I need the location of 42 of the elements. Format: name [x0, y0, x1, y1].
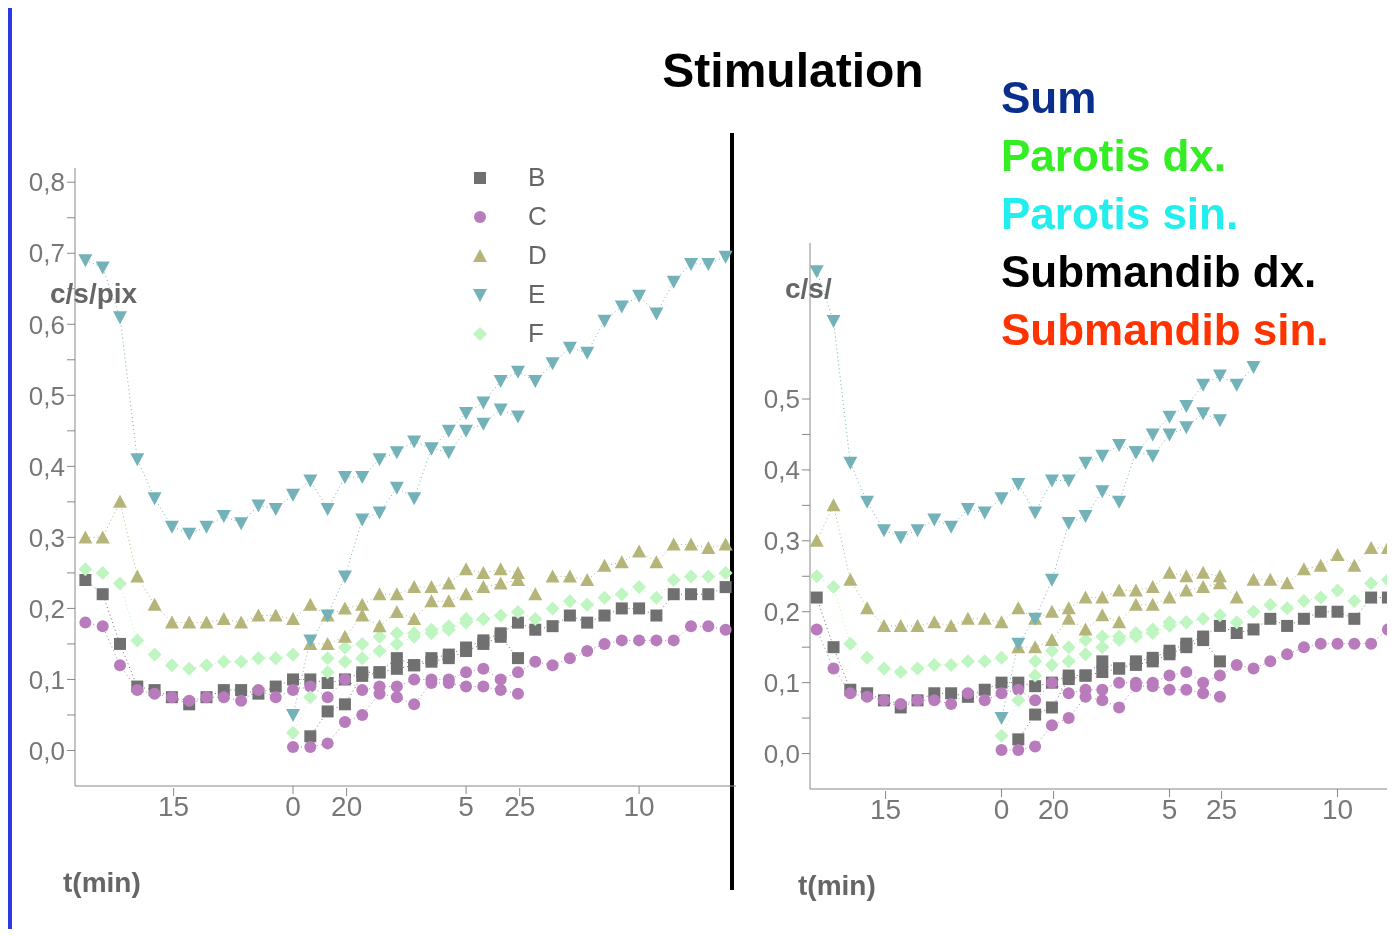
x-axis-title: t(min) [63, 867, 141, 899]
y-tick-label: 0,3 [28, 522, 65, 553]
y-tick-label: 0,0 [763, 738, 800, 769]
annotation: Submandib sin. [1001, 305, 1329, 355]
text: Sum [1001, 73, 1097, 123]
y-tick-label: 0,3 [763, 526, 800, 557]
x-tick-label: 0 [993, 793, 1010, 825]
x-tick-label: 0 [285, 790, 301, 822]
x2-tick-label: 25 [1206, 793, 1238, 825]
x2-tick-label: 25 [504, 790, 536, 822]
x2-tick-label: 15 [870, 793, 902, 825]
y-tick-label: 0,2 [28, 593, 65, 624]
text: Parotis sin. [1001, 189, 1239, 239]
x-tick-label: 5 [1161, 793, 1178, 825]
y-tick-label: 0,7 [28, 238, 65, 269]
text: Parotis dx. [1001, 131, 1226, 181]
y-tick-label: 0,5 [28, 380, 65, 411]
legend-label: B [528, 162, 546, 193]
x2-tick-label: 20 [331, 790, 363, 822]
x-tick-label: 5 [458, 790, 474, 822]
y-tick-label: 0,8 [28, 167, 65, 198]
y-tick-label: 0,4 [763, 455, 800, 486]
legend-label: D [528, 240, 547, 271]
x-tick-label: 10 [1321, 793, 1354, 825]
x-axis-title: t(min) [798, 870, 876, 902]
y-tick-label: 0,1 [763, 667, 800, 698]
y-axis-title: c/s/pix [50, 278, 138, 310]
x-tick-label: 10 [623, 790, 655, 822]
x2-tick-label: 15 [158, 790, 190, 822]
annotation: Submandib dx. [1001, 247, 1317, 297]
legend-label: C [528, 201, 547, 232]
x2-tick-label: 20 [1038, 793, 1070, 825]
y-tick-label: 0,6 [28, 309, 65, 340]
y-axis-title: c/s/ [785, 273, 832, 305]
y-tick-label: 0,5 [763, 384, 800, 415]
chart-title: Stimulation [661, 43, 925, 98]
y-tick-label: 0,0 [28, 735, 65, 766]
y-tick-label: 0,1 [28, 664, 65, 695]
y-tick-label: 0,2 [763, 596, 800, 627]
legend-label: F [528, 318, 544, 349]
y-tick-label: 0,4 [28, 451, 65, 482]
legend-label: E [528, 279, 546, 310]
